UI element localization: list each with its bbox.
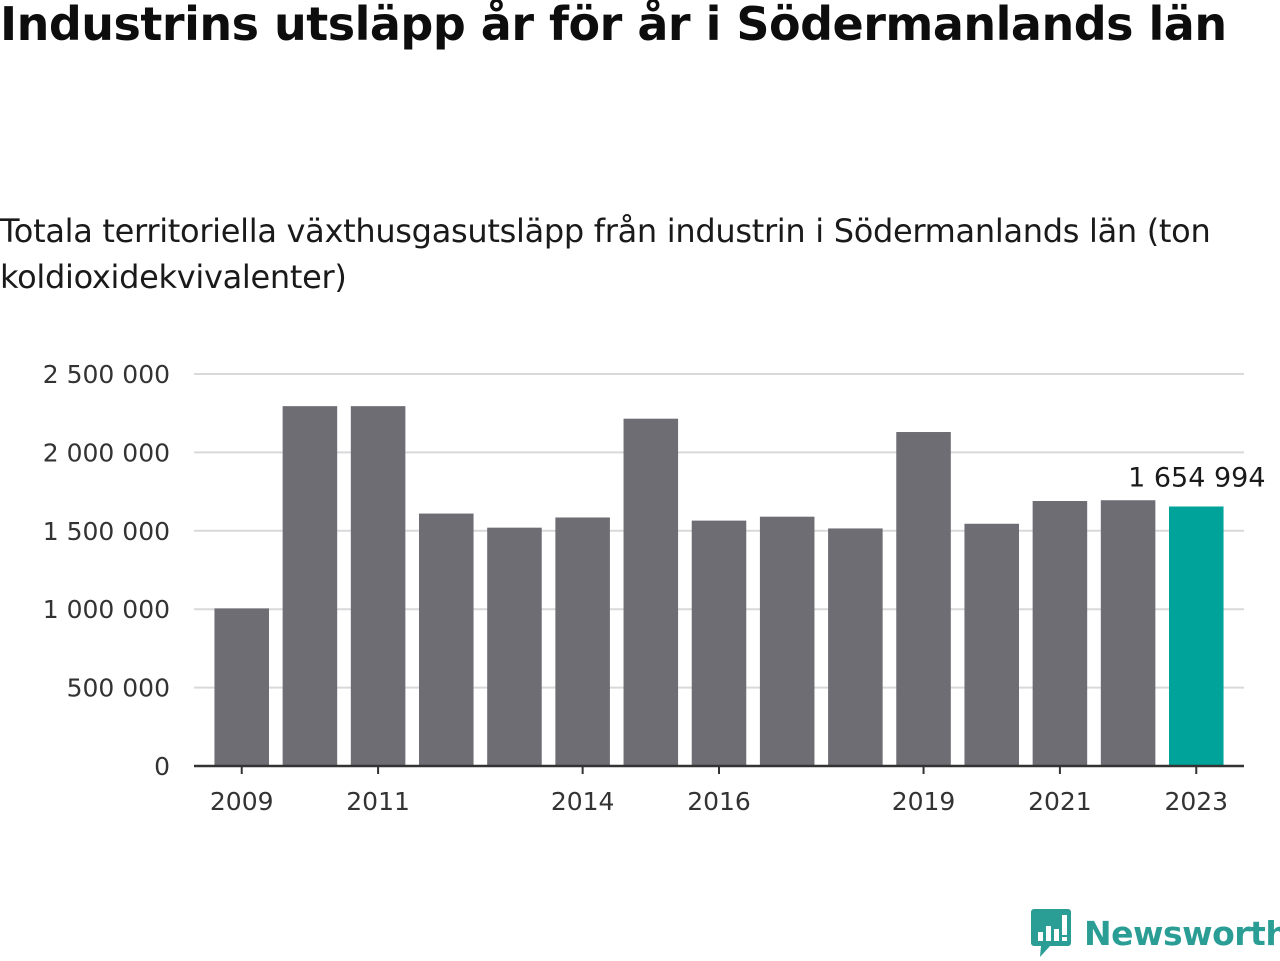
y-tick-label: 1 000 000: [43, 595, 170, 624]
x-tick-label: 2014: [551, 787, 615, 816]
x-axis-ticks: 2009 2011 2014 2016 2019 2021 2023: [210, 766, 1228, 816]
bar-2013: [487, 527, 542, 766]
bar-2017: [759, 516, 815, 766]
bar-2015: [623, 418, 679, 766]
y-tick-label: 2 000 000: [43, 438, 170, 467]
bar-2021: [1032, 501, 1088, 766]
chart-title: Industrins utsläpp år för år i Södermanl…: [0, 0, 1227, 51]
bar-2016: [691, 520, 747, 766]
data-labels: 1 654 994: [1128, 462, 1265, 493]
chart-subtitle: Totala territoriella växthusgasutsläpp f…: [0, 212, 1211, 296]
bar-2014: [555, 517, 610, 766]
bar-2019: [896, 432, 951, 766]
bar-2012: [419, 513, 474, 766]
bar-chart: 0 500 000 1 000 000 1 500 000 2 000 000 2 500…: [43, 360, 1266, 816]
bar-2011: [350, 406, 406, 766]
x-tick-label: 2011: [346, 787, 410, 816]
bar-2009: [214, 608, 269, 766]
bars: [214, 406, 1224, 766]
x-tick-label: 2021: [1028, 787, 1092, 816]
y-tick-label: 1 500 000: [43, 517, 170, 546]
bar-2023: [1169, 506, 1224, 766]
bar-2010: [282, 406, 338, 766]
bar-2018: [828, 528, 883, 766]
brand-name: Newsworthy: [1084, 913, 1280, 953]
y-tick-label: 2 500 000: [43, 360, 170, 389]
data-label: 1 654 994: [1128, 462, 1265, 493]
bar-chart-speech-bubble-icon: [1031, 909, 1071, 957]
x-tick-label: 2023: [1164, 787, 1228, 816]
y-axis-ticks: 0 500 000 1 000 000 1 500 000 2 000 000 2 500…: [43, 360, 170, 781]
x-tick-label: 2009: [210, 787, 274, 816]
bar-2020: [964, 523, 1019, 766]
x-tick-label: 2019: [892, 787, 956, 816]
y-tick-label: 0: [154, 752, 170, 781]
x-tick-label: 2016: [687, 787, 751, 816]
bar-2022: [1100, 500, 1156, 766]
y-tick-label: 500 000: [67, 674, 170, 703]
newsworthy-logo: Newsworthy: [1030, 905, 1280, 961]
